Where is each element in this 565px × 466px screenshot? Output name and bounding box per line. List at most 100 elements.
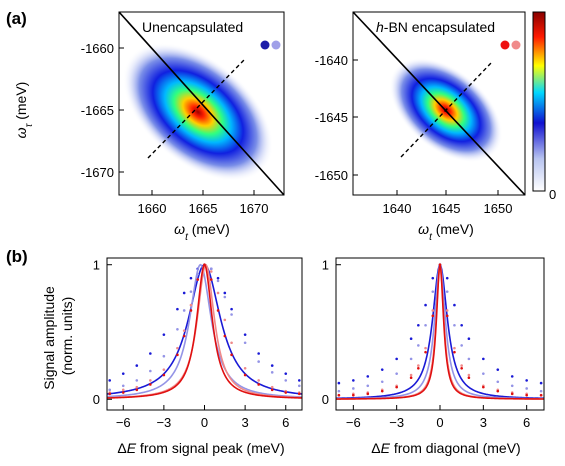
- series-line: [106, 263, 303, 395]
- tick-label: 6: [282, 415, 289, 430]
- tick-label: −3: [156, 415, 171, 430]
- data-point: [467, 357, 471, 361]
- data-point: [216, 279, 220, 283]
- data-point: [149, 352, 152, 355]
- data-point: [182, 291, 186, 295]
- data-point: [417, 364, 420, 367]
- data-point: [453, 346, 456, 350]
- heatmap-hbn-yticks: -1640 -1645 -1650: [315, 53, 358, 183]
- data-point: [496, 380, 500, 384]
- data-point: [257, 379, 260, 382]
- data-point: [525, 393, 528, 397]
- data-point: [149, 383, 152, 386]
- heatmap-unencapsulated-ylabel: ωτ (meV): [13, 82, 35, 139]
- data-point: [467, 337, 471, 341]
- heatmap-unencapsulated-blob: [122, 42, 274, 182]
- tick-label: 1645: [432, 201, 461, 216]
- data-point: [496, 389, 500, 393]
- tick-label: 6: [523, 415, 530, 430]
- heatmap-unencapsulated-frame: [118, 11, 285, 196]
- data-point: [417, 367, 420, 370]
- data-point: [482, 357, 485, 361]
- data-point: [189, 290, 193, 293]
- data-point: [366, 384, 370, 388]
- lineshape-plot-diagonal: −6 −3 0 3 6 0 1: [322, 257, 545, 430]
- data-point: [431, 290, 435, 293]
- data-point: [445, 276, 449, 280]
- data-point: [216, 291, 220, 295]
- data-point: [121, 391, 125, 394]
- data-point: [257, 383, 260, 386]
- data-point: [108, 392, 112, 396]
- data-point: [135, 364, 139, 367]
- marker-dark-red: [500, 40, 510, 50]
- tick-label: 1: [93, 258, 100, 273]
- data-point: [352, 387, 355, 390]
- data-point: [189, 276, 193, 280]
- data-point: [176, 353, 179, 357]
- data-point: [496, 368, 500, 371]
- tick-label: -1665: [81, 103, 114, 118]
- lineshape-left-xlabel: ΔE from signal peak (meV): [117, 440, 284, 456]
- heatmap-hbn-xlabel: ωt (meV): [418, 221, 474, 243]
- tick-label: 0: [322, 392, 329, 407]
- tick-label: 1670: [240, 201, 269, 216]
- data-point: [243, 333, 247, 336]
- data-point: [438, 263, 442, 267]
- data-point: [409, 357, 413, 361]
- data-point: [257, 360, 260, 363]
- data-point: [270, 371, 274, 374]
- tick-label: 1: [322, 258, 329, 273]
- data-point: [409, 337, 413, 341]
- data-point: [424, 346, 427, 350]
- data-point: [417, 344, 420, 347]
- data-point: [162, 368, 166, 371]
- data-point: [162, 354, 166, 358]
- heatmap-hbn-antidiagonal: [400, 61, 493, 158]
- data-point: [395, 357, 398, 361]
- data-point: [539, 381, 543, 385]
- data-point: [467, 373, 471, 377]
- data-point: [121, 384, 125, 388]
- tick-label: 0: [201, 415, 208, 430]
- lineshape-right-xlabel: ΔE from diagonal (meV): [371, 440, 520, 456]
- data-point: [482, 372, 485, 375]
- data-point: [135, 388, 139, 392]
- data-point: [510, 392, 514, 396]
- data-point: [431, 314, 435, 318]
- data-point: [337, 381, 341, 385]
- data-point: [196, 278, 200, 281]
- tick-label: 0: [93, 392, 100, 407]
- data-point: [482, 385, 485, 389]
- data-point: [352, 393, 355, 397]
- data-point: [539, 389, 543, 393]
- data-point: [337, 389, 341, 393]
- heatmap-unencapsulated-antidiagonal: [147, 59, 245, 159]
- data-point: [270, 385, 274, 389]
- data-point: [216, 309, 220, 312]
- data-point: [223, 318, 227, 322]
- data-point: [209, 270, 213, 273]
- tick-label: 1660: [138, 201, 167, 216]
- data-point: [121, 372, 125, 375]
- tick-label: 1650: [484, 201, 513, 216]
- data-point: [366, 392, 370, 396]
- series-line: [106, 263, 303, 399]
- series-line: [106, 263, 303, 399]
- data-point: [297, 384, 301, 388]
- heatmap-hbn-title: h-BN encapsulated: [376, 19, 495, 35]
- data-point: [284, 379, 288, 382]
- marker-light-blue: [271, 40, 281, 50]
- data-point: [230, 341, 233, 345]
- data-point: [121, 388, 125, 392]
- data-point: [243, 341, 247, 345]
- data-point: [424, 323, 427, 327]
- series-line: [335, 262, 545, 400]
- data-point: [409, 373, 413, 377]
- data-point: [203, 263, 206, 267]
- tick-label: -1670: [81, 165, 114, 180]
- data-point: [424, 303, 427, 307]
- data-point: [460, 364, 463, 367]
